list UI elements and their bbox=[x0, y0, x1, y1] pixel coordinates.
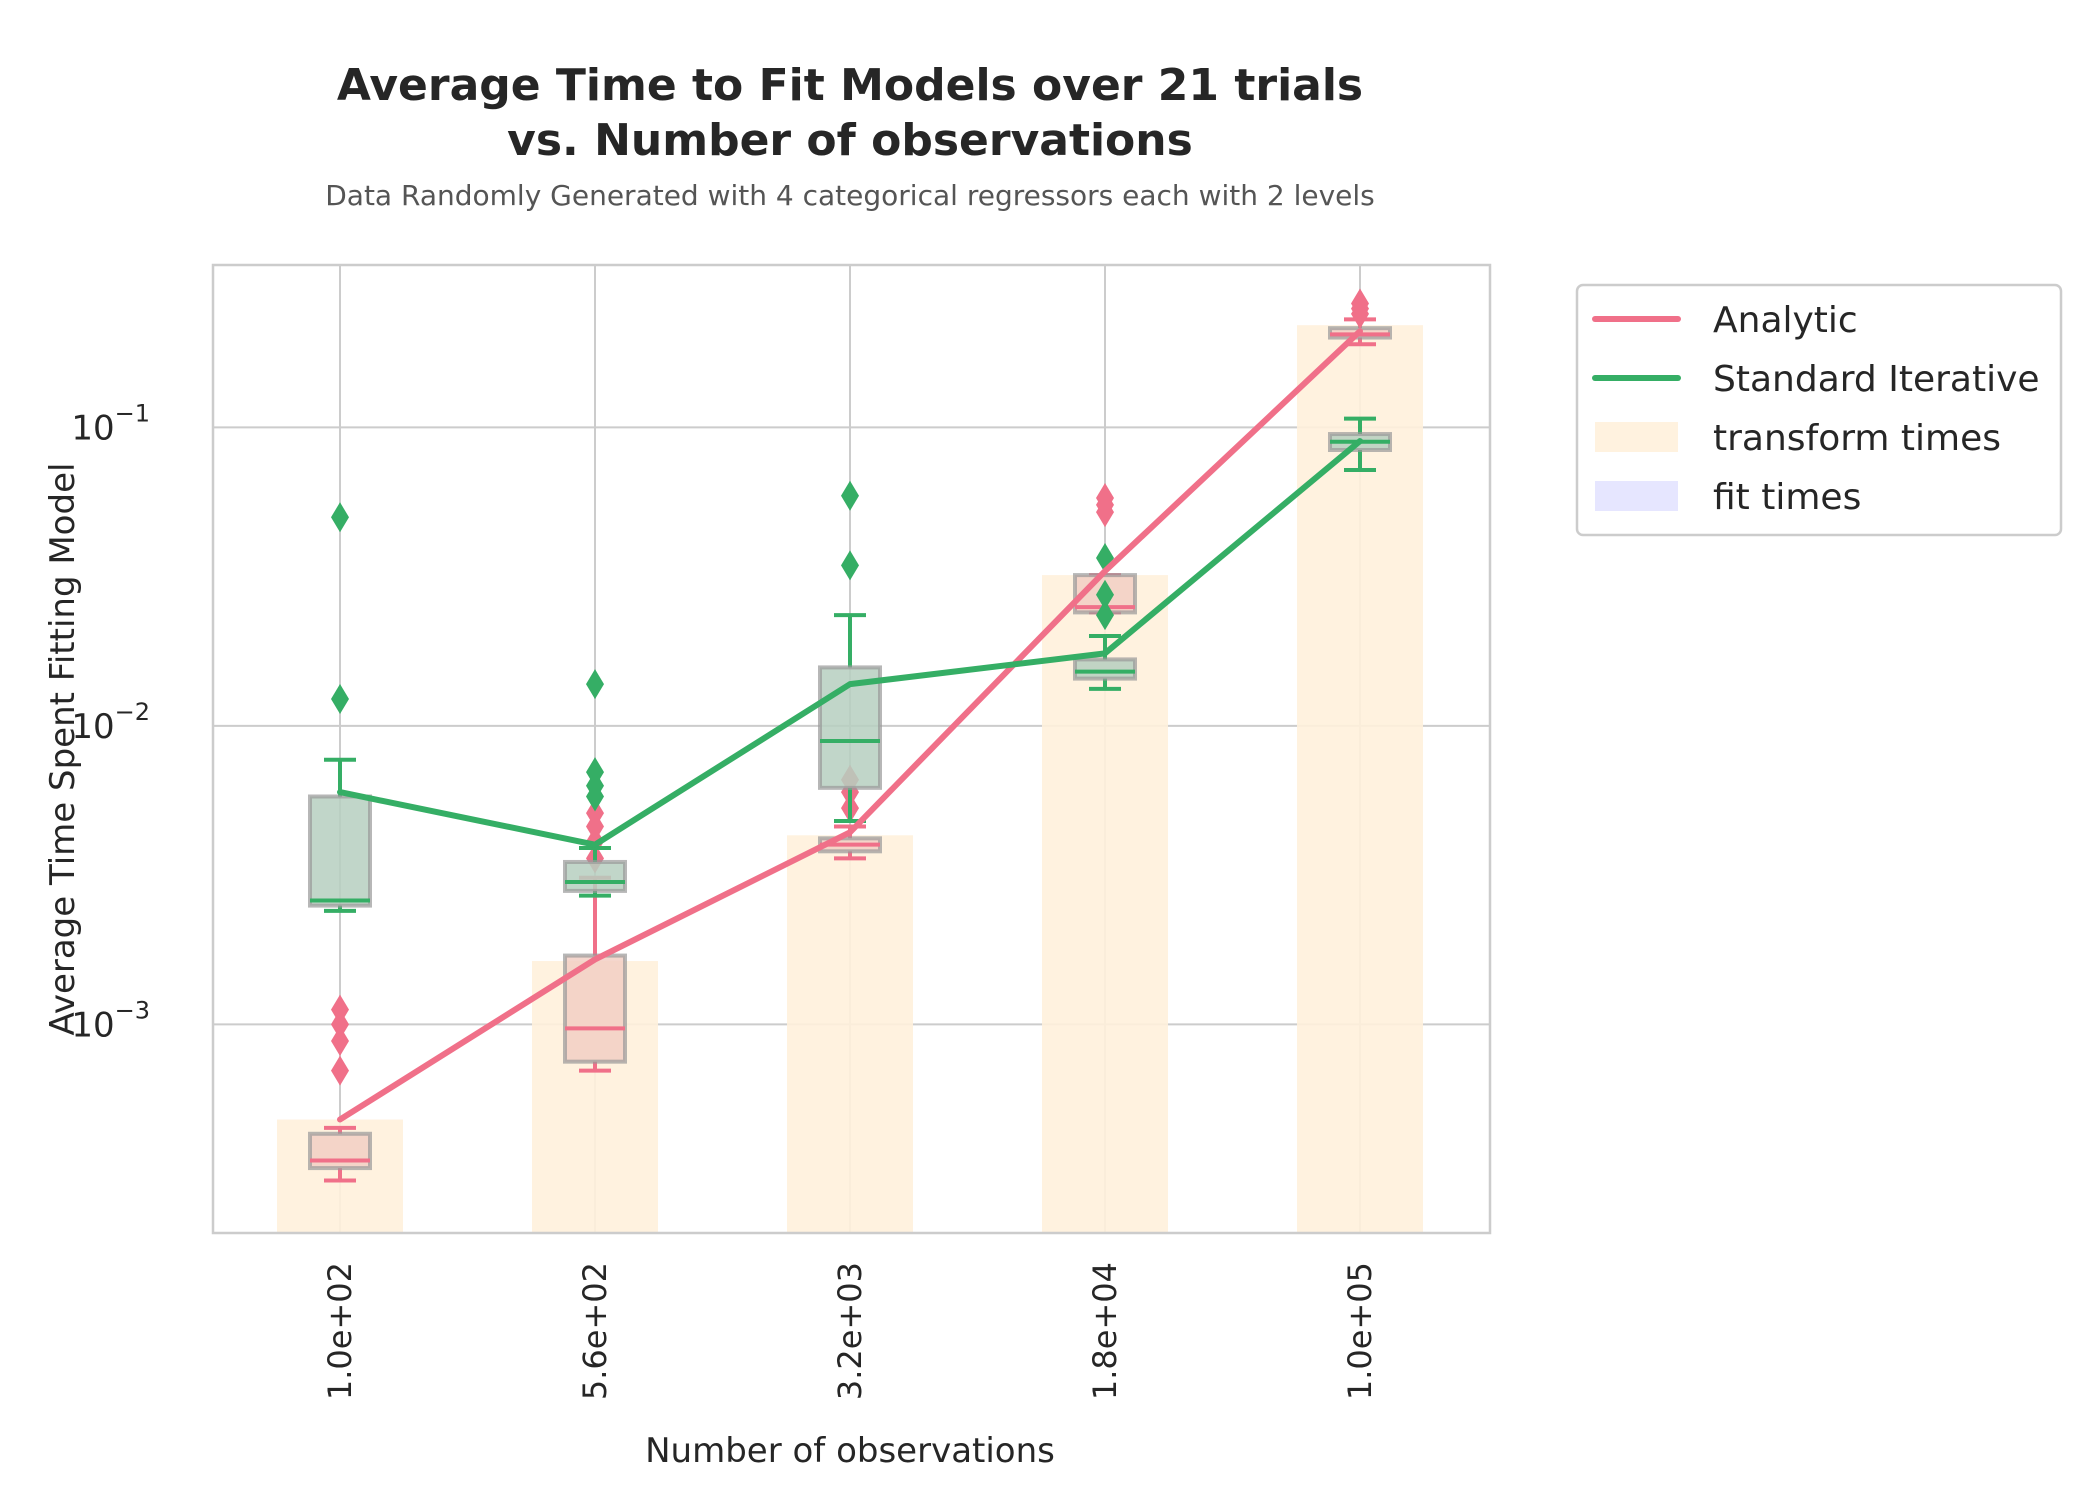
standard-iterative-outlier bbox=[586, 669, 604, 700]
analytic-outlier bbox=[331, 1025, 349, 1056]
legend-swatch-transform-times bbox=[1595, 422, 1678, 452]
legend-label-transform-times: transform times bbox=[1713, 418, 2001, 459]
legend-swatch-fit-times bbox=[1595, 481, 1678, 511]
x-tick-label-1-8e-04: 1.8e+04 bbox=[1086, 1262, 1124, 1400]
series-line-analytic bbox=[337, 328, 1363, 1123]
standard-iterative-box bbox=[308, 794, 372, 908]
chart-title-line-2: vs. Number of observations bbox=[507, 115, 1193, 166]
standard-iterative-outlier bbox=[331, 684, 349, 715]
standard-iterative-outlier bbox=[1096, 600, 1114, 631]
standard-iterative-box bbox=[818, 665, 882, 790]
legend-label-standard-iterative: Standard Iterative bbox=[1713, 359, 2040, 400]
x-axis-label: Number of observations bbox=[645, 1431, 1055, 1471]
standard-iterative-outlier bbox=[841, 480, 859, 511]
standard-iterative-box bbox=[1073, 657, 1137, 681]
y-axis-label: Average Time Spent Fitting Model bbox=[43, 463, 83, 1036]
x-axis-ticks: 1.0e+02 5.6e+02 3.2e+03 1.8e+04 1.0e+05 bbox=[321, 1262, 1379, 1400]
analytic-outlier bbox=[331, 994, 349, 1025]
chart-title-line-1: Average Time to Fit Models over 21 trial… bbox=[337, 60, 1363, 111]
x-tick-label-1-0e-02: 1.0e+02 bbox=[321, 1262, 359, 1400]
x-tick-label-5-6e-02: 5.6e+02 bbox=[576, 1262, 614, 1400]
legend: Analytic Standard Iterative transform ti… bbox=[1575, 283, 2063, 537]
standard-iterative-outlier bbox=[1096, 579, 1114, 610]
analytic-outlier bbox=[1351, 288, 1369, 319]
legend-label-analytic: Analytic bbox=[1713, 300, 1858, 341]
y-tick-label: 10−2 bbox=[71, 698, 150, 747]
x-tick-label-1-0e-05: 1.0e+05 bbox=[1341, 1262, 1379, 1400]
box-layer bbox=[308, 288, 1392, 1183]
legend-frame bbox=[1575, 283, 2063, 537]
analytic-outlier bbox=[1096, 483, 1114, 514]
line-layer bbox=[337, 328, 1363, 1123]
legend-label-fit-times: fit times bbox=[1713, 477, 1861, 518]
standard-iterative-box bbox=[563, 859, 627, 893]
transform-times-bar bbox=[787, 835, 913, 1233]
analytic-outlier bbox=[586, 798, 604, 829]
analytic-box bbox=[308, 1131, 372, 1171]
x-tick-label-3-2e-03: 3.2e+03 bbox=[831, 1262, 869, 1400]
series-line-standard-iterative bbox=[337, 438, 1363, 848]
standard-iterative-outlier bbox=[331, 502, 349, 533]
plot-frame bbox=[211, 263, 1492, 1235]
chart-subtitle: Data Randomly Generated with 4 categoric… bbox=[325, 179, 1375, 212]
analytic-outlier bbox=[331, 1055, 349, 1086]
standard-iterative-outlier bbox=[841, 550, 859, 581]
standard-iterative-outlier bbox=[586, 757, 604, 788]
plot-area bbox=[211, 263, 1492, 1235]
